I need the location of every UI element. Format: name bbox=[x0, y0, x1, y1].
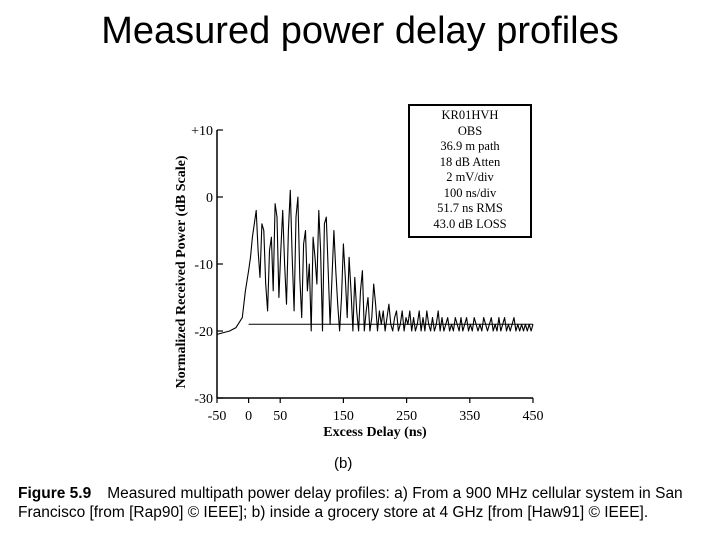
legend-line: 18 dB Atten bbox=[439, 154, 501, 169]
figure-label: Figure 5.9 bbox=[18, 485, 92, 502]
y-tick-label: -20 bbox=[194, 325, 213, 340]
x-tick-label: 250 bbox=[396, 409, 417, 424]
x-tick-label: 50 bbox=[273, 409, 287, 424]
legend-line: OBS bbox=[457, 123, 483, 138]
x-tick-label: -50 bbox=[208, 409, 227, 424]
legend-line: 100 ns/div bbox=[443, 185, 497, 200]
legend-line: 36.9 m path bbox=[440, 139, 500, 153]
caption-text: Measured multipath power delay profiles:… bbox=[18, 485, 683, 521]
power-delay-trace bbox=[216, 189, 534, 335]
x-tick-label: 0 bbox=[245, 409, 252, 424]
y-axis-label: Normalized Received Power (dB Scale) bbox=[174, 155, 189, 388]
slide-title: Measured power delay profiles bbox=[101, 10, 619, 52]
y-tick-label: +10 bbox=[191, 124, 213, 139]
x-axis-label: Excess Delay (ns) bbox=[323, 425, 427, 440]
x-tick-label: 450 bbox=[523, 409, 544, 424]
legend-line: KR01HVH bbox=[441, 108, 499, 122]
legend-line: 43.0 dB LOSS bbox=[433, 216, 507, 231]
legend-line: 2 mV/div bbox=[446, 170, 494, 184]
y-tick-label: -10 bbox=[194, 258, 213, 273]
plot-ticks: +10 0 -10 -20 -30 -50 0 50 150 250 350 450 bbox=[191, 124, 543, 424]
x-tick-label: 350 bbox=[459, 409, 480, 424]
measurement-legend: KR01HVH OBS 36.9 m path 18 dB Atten 2 mV… bbox=[408, 104, 532, 238]
figure-caption: Figure 5.9 Measured multipath power delay… bbox=[18, 484, 713, 522]
plot-series bbox=[216, 189, 534, 335]
y-tick-label: 0 bbox=[206, 191, 213, 206]
x-tick-label: 150 bbox=[333, 409, 354, 424]
panel-label: (b) bbox=[334, 455, 353, 472]
y-tick-label: -30 bbox=[194, 392, 213, 407]
legend-line: 51.7 ns RMS bbox=[437, 201, 503, 215]
